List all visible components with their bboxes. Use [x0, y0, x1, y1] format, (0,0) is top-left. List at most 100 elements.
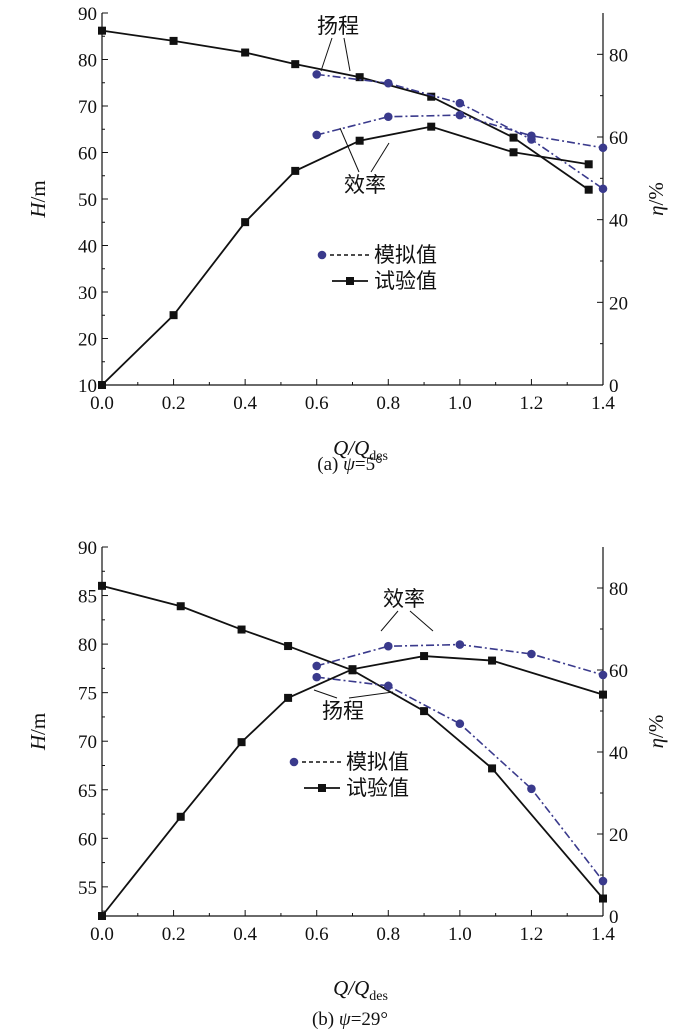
annotation-leader — [343, 37, 351, 72]
data-point — [527, 649, 536, 659]
data-point — [176, 812, 185, 821]
x-tick-label: 0.2 — [162, 393, 186, 414]
y-left-tick-label: 70 — [78, 97, 97, 118]
annotation-leader — [370, 142, 390, 173]
data-point — [312, 661, 322, 671]
y-right-tick-label: 0 — [609, 376, 619, 397]
x-tick-label: 1.0 — [448, 393, 472, 414]
data-point — [455, 98, 465, 108]
x-tick-label: 0.8 — [376, 924, 400, 945]
y-left-tick-label: 80 — [78, 51, 97, 72]
series-eff-exp — [98, 652, 607, 920]
data-point — [284, 693, 293, 702]
annotation-leader — [348, 691, 394, 699]
data-point — [383, 681, 393, 691]
data-point — [312, 70, 322, 79]
y-right-tick-label: 60 — [609, 128, 628, 149]
legend-exp-label: 试验值 — [346, 776, 409, 800]
y-left-tick-label: 80 — [78, 635, 97, 656]
data-point — [488, 656, 497, 665]
data-point — [598, 184, 608, 194]
panel-caption: (a) ψ=5° — [317, 454, 382, 475]
series-line — [101, 29, 590, 191]
y-right-axis-label: η/% — [644, 182, 668, 216]
data-point — [241, 218, 250, 227]
data-point — [291, 60, 300, 69]
data-point — [355, 136, 364, 145]
y-left-tick-label: 70 — [78, 732, 97, 753]
x-axis-label: Q/Qdes — [333, 436, 388, 464]
data-point — [237, 625, 246, 634]
x-tick-label: 0.2 — [162, 924, 186, 945]
x-tick-label: 0.6 — [305, 924, 329, 945]
y-left-axis-label: H/m — [26, 713, 50, 751]
data-point — [383, 641, 393, 651]
series-line — [316, 676, 604, 882]
data-point — [420, 707, 429, 716]
y-left-tick-label: 50 — [78, 190, 97, 211]
data-point — [169, 36, 178, 45]
x-tick-label: 1.0 — [448, 924, 472, 945]
data-point — [455, 110, 465, 120]
data-point — [176, 602, 185, 611]
data-point — [355, 73, 364, 82]
chart-panel-b: 0.0 0.2 0.4 0.6 0.8 1.0 1.2 1.4 55 60 65 70 75 80 85 90… — [26, 538, 668, 1030]
data-point — [598, 876, 608, 886]
data-point — [584, 160, 593, 169]
annotation-leader — [313, 689, 338, 699]
y-left-tick-label: 90 — [78, 538, 97, 559]
y-left-tick-label: 60 — [78, 144, 97, 165]
x-tick-label: 1.2 — [520, 393, 544, 414]
data-point — [509, 148, 518, 157]
series-eff-sim — [312, 640, 608, 680]
data-point — [527, 784, 536, 794]
series-line — [101, 584, 604, 900]
legend-exp-label: 试验值 — [374, 269, 437, 293]
annotation-leader — [409, 610, 434, 632]
y-left-tick-label: 65 — [78, 781, 97, 802]
series-head-exp — [98, 26, 593, 194]
series-line — [101, 125, 589, 386]
y-right-tick-label: 0 — [609, 907, 619, 928]
data-point — [584, 185, 593, 194]
legend-sim-marker — [317, 250, 327, 260]
data-point — [237, 738, 246, 747]
y-right-tick-label: 40 — [609, 743, 628, 764]
chart-panel-a: 0.0 0.2 0.4 0.6 0.8 1.0 1.2 1.4 10 20 30 40 50 60 70 80… — [26, 4, 668, 475]
data-point — [455, 640, 465, 649]
series-line — [316, 73, 604, 190]
legend-exp-marker — [318, 784, 326, 792]
data-point — [98, 381, 106, 389]
y-left-tick-label: 60 — [78, 829, 97, 850]
data-point — [312, 672, 322, 682]
data-point — [420, 652, 429, 661]
y-left-tick-label: 75 — [78, 684, 97, 705]
annotation-head: 扬程 — [322, 699, 364, 723]
data-point — [284, 642, 293, 651]
y-left-tick-label: 85 — [78, 587, 97, 608]
x-axis-label: Q/Qdes — [333, 976, 388, 1004]
y-left-axis-label: H/m — [26, 180, 50, 218]
legend-sim-marker — [289, 757, 299, 767]
data-point — [598, 143, 608, 153]
panel-caption: (b) ψ=29° — [312, 1009, 388, 1030]
data-point — [427, 92, 436, 101]
series-head-sim — [312, 672, 608, 886]
x-tick-label: 1.4 — [591, 924, 615, 945]
y-right-tick-label: 40 — [609, 211, 628, 232]
data-point — [455, 719, 465, 729]
data-point — [291, 166, 300, 175]
legend-sim-label: 模拟值 — [374, 243, 437, 267]
x-tick-label: 0.8 — [376, 393, 400, 414]
y-right-axis-label: η/% — [644, 715, 668, 749]
annotation-eff: 效率 — [383, 587, 425, 611]
annotation-eff: 效率 — [344, 173, 386, 197]
data-point — [241, 48, 250, 57]
x-tick-label: 1.4 — [591, 393, 615, 414]
y-left-tick-label: 40 — [78, 237, 97, 258]
series-line — [101, 655, 604, 917]
data-point — [169, 311, 178, 320]
